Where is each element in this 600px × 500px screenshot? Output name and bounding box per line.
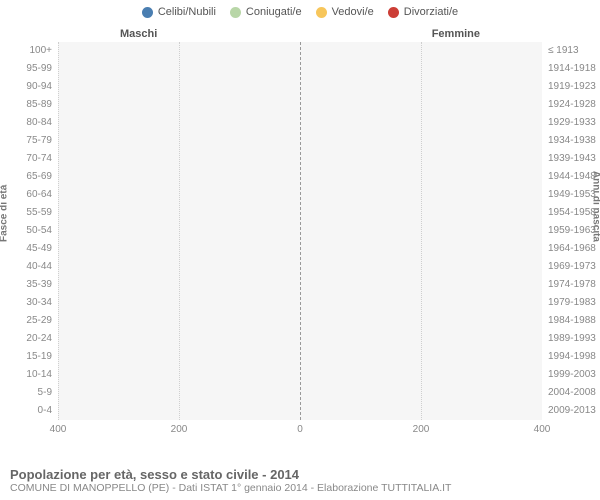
legend-item: Divorziati/e [388,6,458,18]
bar-row [58,78,542,96]
ytick-age: 40-44 [26,262,52,272]
bar-row [58,312,542,330]
ytick-age: 55-59 [26,208,52,218]
ytick-age: 10-14 [26,370,52,380]
ytick-birth: 1924-1928 [548,100,596,110]
ytick-birth: 1979-1983 [548,298,596,308]
ytick-birth: 1959-1963 [548,226,596,236]
legend-swatch [316,7,327,18]
xtick: 400 [534,424,551,435]
ytick-birth: 1944-1948 [548,172,596,182]
bar-row [58,96,542,114]
bar-row [58,222,542,240]
bar-row [58,132,542,150]
ytick-age: 35-39 [26,280,52,290]
ytick-birth: 1994-1998 [548,352,596,362]
chart: Fasce di età Anni di nascita 100+95-9990… [0,42,600,442]
chart-title: Popolazione per età, sesso e stato civil… [10,467,590,482]
legend: Celibi/Nubili Coniugati/e Vedovi/e Divorzia… [0,0,600,22]
bar-row [58,42,542,60]
ytick-birth: 1949-1953 [548,190,596,200]
ytick-age: 85-89 [26,100,52,110]
ytick-birth: 1984-1988 [548,316,596,326]
bar-row [58,348,542,366]
chart-subtitle: COMUNE DI MANOPPELLO (PE) - Dati ISTAT 1… [10,482,590,494]
legend-swatch [388,7,399,18]
bar-row [58,384,542,402]
bar-row [58,330,542,348]
legend-item: Vedovi/e [316,6,374,18]
ytick-age: 25-29 [26,316,52,326]
ytick-birth: ≤ 1913 [548,46,579,56]
bar-row [58,186,542,204]
plot-area [58,42,542,420]
bar-row [58,150,542,168]
ytick-age: 90-94 [26,82,52,92]
bar-row [58,204,542,222]
ytick-birth: 1919-1923 [548,82,596,92]
xtick: 0 [297,424,303,435]
legend-swatch [230,7,241,18]
ytick-age: 0-4 [38,406,52,416]
gridline [58,42,59,420]
female-label: Femmine [432,28,480,40]
legend-label: Divorziati/e [404,6,458,18]
gridline [421,42,422,420]
ytick-age: 45-49 [26,244,52,254]
legend-label: Coniugati/e [246,6,302,18]
ytick-birth: 2009-2013 [548,406,596,416]
xtick: 400 [50,424,67,435]
ytick-birth: 1999-2003 [548,370,596,380]
ytick-birth: 2004-2008 [548,388,596,398]
ytick-age: 15-19 [26,352,52,362]
ytick-age: 95-99 [26,64,52,74]
ytick-age: 20-24 [26,334,52,344]
ytick-birth: 1989-1993 [548,334,596,344]
ytick-birth: 1974-1978 [548,280,596,290]
ytick-age: 100+ [29,46,52,56]
xtick: 200 [171,424,188,435]
ytick-age: 30-34 [26,298,52,308]
bar-row [58,294,542,312]
bar-row [58,114,542,132]
male-label: Maschi [120,28,157,40]
bar-row [58,366,542,384]
legend-item: Celibi/Nubili [142,6,216,18]
ytick-age: 75-79 [26,136,52,146]
ytick-age: 65-69 [26,172,52,182]
bar-row [58,240,542,258]
legend-label: Celibi/Nubili [158,6,216,18]
ytick-age: 5-9 [38,388,52,398]
legend-label: Vedovi/e [332,6,374,18]
ytick-age: 80-84 [26,118,52,128]
ytick-birth: 1929-1933 [548,118,596,128]
y-axis-right: ≤ 1913 1914-1918 1919-1923 1924-1928 1929-19… [544,42,600,420]
ytick-birth: 1954-1958 [548,208,596,218]
ytick-age: 60-64 [26,190,52,200]
legend-item: Coniugati/e [230,6,302,18]
ytick-birth: 1964-1968 [548,244,596,254]
bar-row [58,402,542,420]
bar-row [58,168,542,186]
bar-row [58,258,542,276]
y-axis-left: 100+ 95-99 90-94 85-89 80-84 75-79 70-74 65-69 6… [0,42,56,420]
xtick: 200 [413,424,430,435]
footer: Popolazione per età, sesso e stato civil… [10,467,590,494]
bar-row [58,60,542,78]
bar-row [58,276,542,294]
bar-rows [58,42,542,420]
ytick-age: 70-74 [26,154,52,164]
ytick-birth: 1934-1938 [548,136,596,146]
ytick-birth: 1914-1918 [548,64,596,74]
ytick-birth: 1969-1973 [548,262,596,272]
ytick-birth: 1939-1943 [548,154,596,164]
x-axis: 4002000200400 [58,422,542,442]
ytick-age: 50-54 [26,226,52,236]
gridline [179,42,180,420]
legend-swatch [142,7,153,18]
